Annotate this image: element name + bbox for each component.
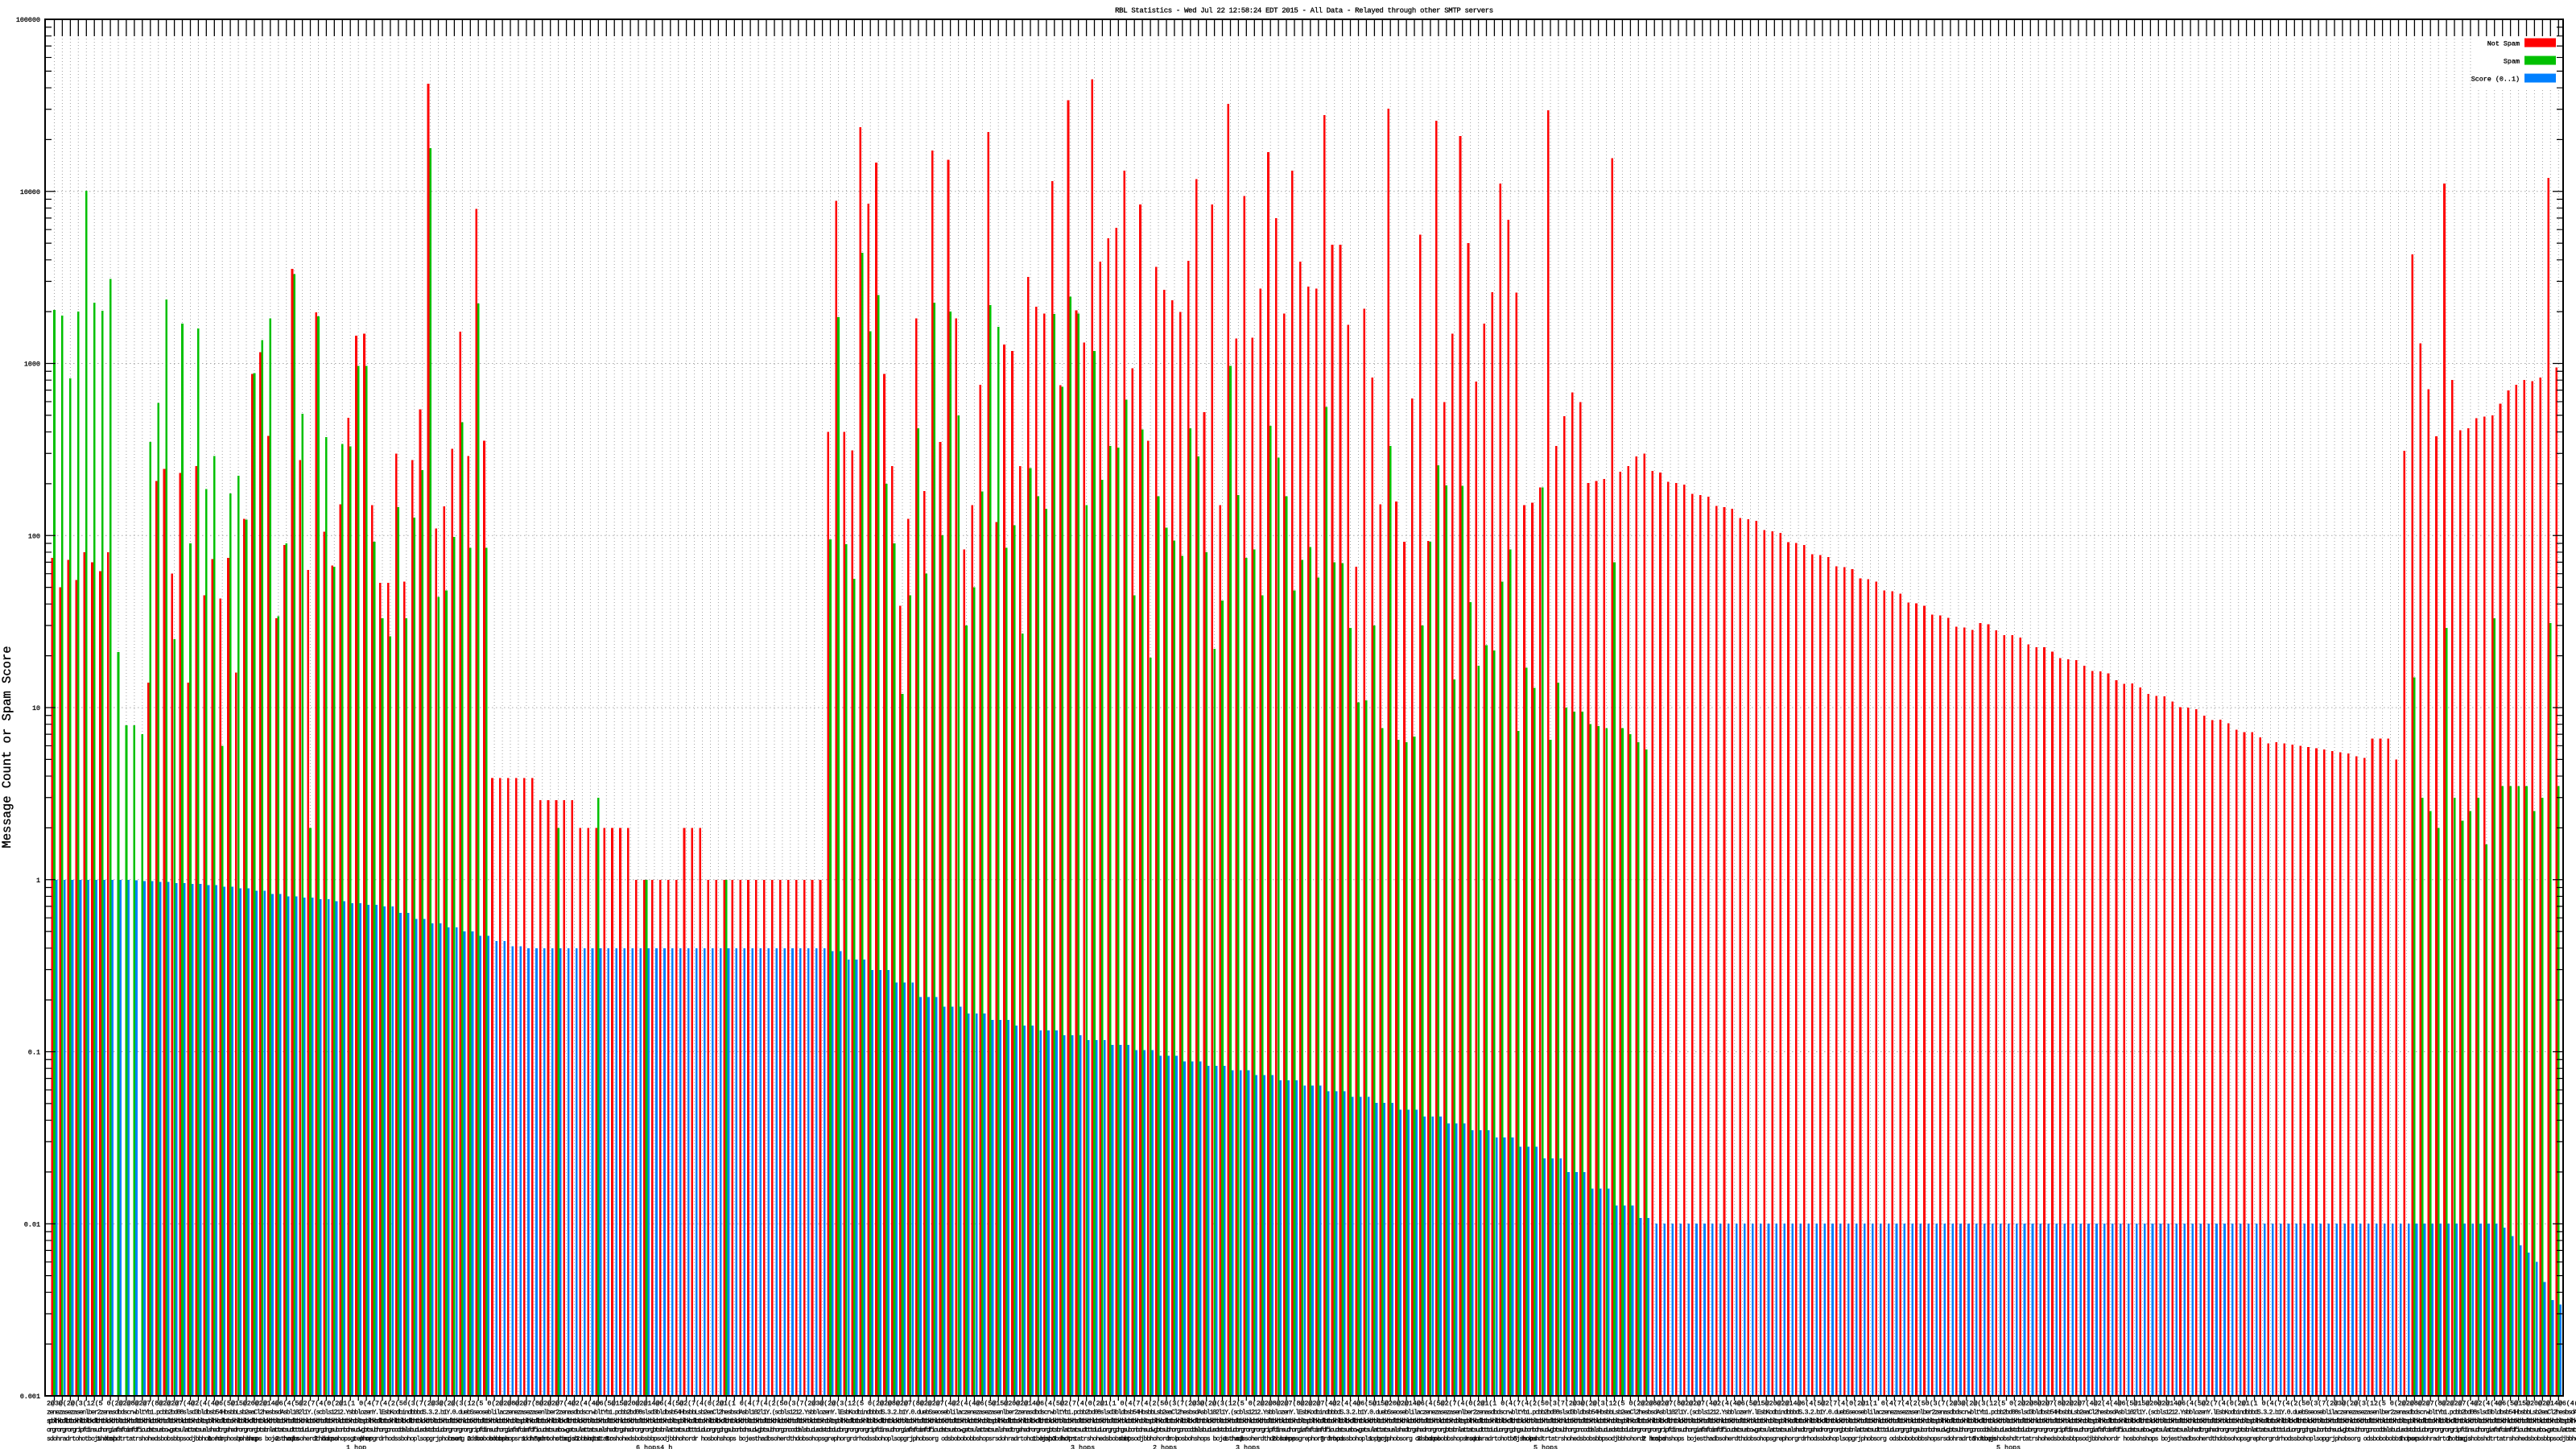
svg-text:2 hops: 2 hops bbox=[1272, 1435, 1296, 1443]
svg-text:hop: hop bbox=[1167, 1435, 1179, 1443]
svg-text:1000: 1000 bbox=[24, 361, 40, 369]
svg-text:0.01: 0.01 bbox=[24, 1221, 40, 1229]
svg-text:shops: shops bbox=[489, 1435, 510, 1443]
svg-text:RBL Statistics - Wed Jul 22 12: RBL Statistics - Wed Jul 22 12:58:24 EDT… bbox=[1115, 7, 1493, 15]
svg-text:2 hops: 2 hops bbox=[275, 1435, 299, 1443]
svg-text:Not Spam: Not Spam bbox=[2487, 40, 2520, 48]
svg-text:2 hops: 2 hops bbox=[1153, 1444, 1177, 1449]
svg-text:zenezasezasenlber2zenasdbdscrw: zenezasezasenlber2zenasdbdscrwbltYb1.pcb… bbox=[47, 1409, 2576, 1417]
svg-text:2 hops: 2 hops bbox=[1642, 1435, 1666, 1443]
svg-text:6 hops4 h: 6 hops4 h bbox=[636, 1444, 672, 1449]
svg-text:2 hops: 2 hops bbox=[2447, 1435, 2471, 1443]
svg-text:100: 100 bbox=[28, 533, 40, 541]
svg-text:3 hops: 3 hops bbox=[1320, 1435, 1344, 1443]
svg-text:p hop: p hop bbox=[238, 1435, 258, 1443]
svg-text:2 hops: 2 hops bbox=[314, 1435, 338, 1443]
svg-text:shops2 hops: shops2 hops bbox=[555, 1435, 600, 1443]
svg-text:1: 1 bbox=[36, 877, 40, 885]
svg-text:net: net bbox=[1119, 1435, 1131, 1443]
svg-text:0.1: 0.1 bbox=[28, 1049, 40, 1057]
svg-text:5 hops: 5 hops bbox=[1513, 1435, 1538, 1443]
svg-text:1 Bo: 1 Bo bbox=[597, 1435, 613, 1443]
svg-text:1 hop: 1 hop bbox=[346, 1444, 366, 1449]
svg-text:hops: hops bbox=[1465, 1435, 1481, 1443]
svg-text:3 hops: 3 hops bbox=[1071, 1444, 1095, 1449]
svg-text:1 hop: 1 hop bbox=[1224, 1435, 1244, 1443]
svg-text:Message Count or Spam Score: Message Count or Spam Score bbox=[0, 646, 14, 848]
svg-text:1 hop: 1 hop bbox=[208, 1435, 228, 1443]
svg-text:100000: 100000 bbox=[16, 16, 40, 24]
svg-text:spblhkbdlbtbdkhlbblbkdlbhtbldk: spblhkbdlbtbdkhlbblbkdlbhtbldkbhbltdbkhb… bbox=[47, 1418, 2576, 1426]
svg-text:Score (0..1): Score (0..1) bbox=[2471, 76, 2520, 84]
svg-text:1 h5pho: 1 h5pho bbox=[522, 1435, 550, 1443]
svg-text:10000: 10000 bbox=[20, 188, 40, 196]
svg-text:3 hops: 3 hops bbox=[1236, 1444, 1260, 1449]
svg-text:sdohradrtohotbojshobshdtrtatrs: sdohradrtohotbojshobshdtrtatrshohedsbobs… bbox=[47, 1435, 2576, 1443]
svg-text:net 2 ho: net 2 ho bbox=[451, 1435, 483, 1443]
svg-text:0.001: 0.001 bbox=[20, 1393, 40, 1401]
svg-text:1 hop: 1 hop bbox=[2399, 1435, 2419, 1443]
svg-text:1 hop: 1 hop bbox=[97, 1435, 117, 1443]
svg-text:5 hops: 5 hops bbox=[1534, 1444, 1558, 1449]
svg-text:Spam: Spam bbox=[2504, 58, 2520, 66]
svg-text:5 hops: 5 hops bbox=[1972, 1435, 1996, 1443]
svg-text:orgrorgrorgripfdinsudhorgiafaf: orgrorgrorgripfdinsudhorgiafafoimfdfioud… bbox=[47, 1426, 2576, 1435]
svg-text:10: 10 bbox=[32, 704, 40, 712]
svg-text:2@3@(2@(3(12(5 0(2@2@8@2@7(8@2: 2@3@(2@(3(12(5 0(2@2@8@2@7(8@2@2@7(4@2(4… bbox=[47, 1400, 2576, 1408]
svg-text:1 hop3 hops: 1 hop3 hops bbox=[1032, 1435, 1076, 1443]
svg-text:5 hops: 5 hops bbox=[1996, 1444, 2021, 1449]
svg-text:1 hop: 1 hop bbox=[1368, 1435, 1389, 1443]
svg-text:3 hops: 3 hops bbox=[1417, 1435, 1441, 1443]
svg-text:1 hop: 1 hop bbox=[353, 1435, 373, 1443]
